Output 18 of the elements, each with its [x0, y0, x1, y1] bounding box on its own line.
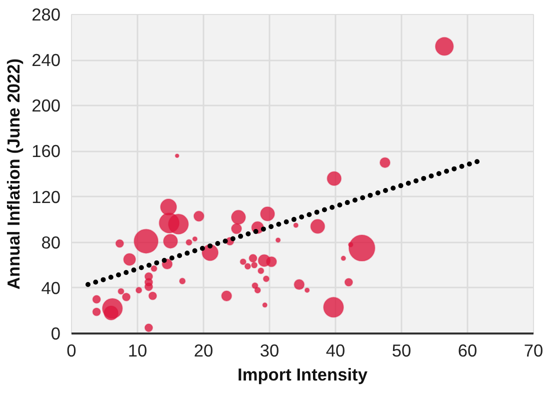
x-tick-label: 0 [66, 340, 76, 360]
y-tick-label: 120 [32, 186, 61, 207]
y-tick-label: 40 [41, 278, 61, 298]
x-tick-label: 60 [458, 340, 478, 360]
x-tick-label: 50 [392, 340, 412, 360]
x-tick-label: 10 [128, 340, 148, 360]
x-axis-title: Import Intensity [238, 364, 368, 384]
y-tick-label: 0 [50, 324, 61, 344]
x-tick-label: 40 [326, 340, 346, 360]
y-tick-label: 240 [32, 50, 61, 70]
y-tick-label: 160 [32, 141, 61, 162]
x-tick-label: 70 [524, 340, 544, 360]
y-tick-label: 80 [41, 232, 61, 252]
x-tick-label: 20 [194, 340, 214, 360]
y-tick-label: 200 [32, 96, 61, 116]
y-axis-title: Annual Inflation (June 2022) [4, 58, 24, 290]
y-tick-label: 280 [32, 4, 61, 24]
x-tick-label: 30 [260, 340, 280, 360]
